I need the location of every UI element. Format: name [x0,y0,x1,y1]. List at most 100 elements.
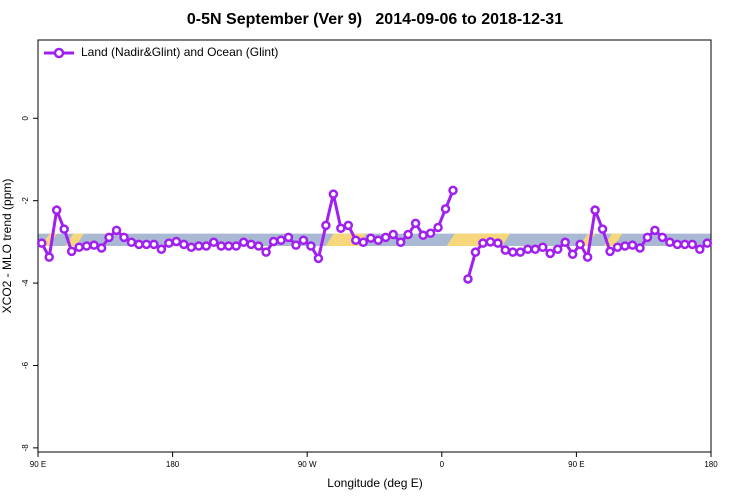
x-tick-label: 0 [440,460,445,469]
point [104,232,114,243]
point [515,247,526,257]
y-tick-label: -2 [21,197,30,205]
y-axis-title: XCO2 - MLO trend (ppm) [0,179,14,314]
point [74,242,84,252]
point [366,233,376,243]
point [567,249,578,259]
x-tick-label: 90 E [30,460,46,469]
x-tick-label: 90 E [568,460,584,469]
legend-marker [53,47,65,59]
x-tick-label: 90 W [298,460,317,469]
point [403,229,413,240]
point [680,239,690,250]
point [470,247,481,257]
point [538,242,548,252]
point [253,241,264,251]
point [418,230,428,241]
point [440,204,451,214]
point [493,238,503,248]
point [51,205,62,215]
point [36,238,47,248]
point [126,237,137,248]
point [238,237,249,248]
point [134,239,144,250]
point [612,242,623,252]
point [81,241,92,251]
point [291,240,301,250]
point [448,185,458,196]
point [650,225,660,236]
point [672,239,683,250]
point [298,235,309,245]
y-tick-label: -8 [21,444,30,452]
point [208,237,219,248]
point [164,238,174,248]
point [59,224,69,234]
point [478,238,488,248]
point [545,248,555,259]
point [575,239,585,250]
point [201,241,211,251]
point [695,244,705,255]
point [186,242,197,252]
point [597,224,608,234]
chart-title: 0-5N September (Ver 9) 2014-09-06 to 201… [187,11,563,28]
point [246,239,256,250]
point [552,244,563,255]
point [111,225,122,236]
point [380,232,391,243]
point [582,252,593,262]
point [373,235,383,245]
point [642,232,653,243]
point [321,220,331,231]
point [328,189,339,199]
point [44,252,54,262]
point [283,232,294,243]
point [231,241,241,251]
point [500,245,511,255]
point [388,229,398,240]
x-tick-label: 180 [166,460,180,469]
point [463,274,473,284]
y-tick-label: 0 [21,116,30,121]
point [425,228,436,238]
point [687,239,698,250]
point [343,220,354,231]
point [171,236,182,247]
point [89,240,99,250]
point [523,244,533,255]
point [530,244,541,255]
point [627,240,638,250]
point [268,236,279,247]
point [635,243,645,253]
legend-label: Land (Nadir&Glint) and Ocean (Glint) [81,45,278,59]
point [149,239,159,250]
point [433,222,443,233]
point [96,243,107,253]
y-tick-label: -6 [21,361,30,369]
point [351,235,361,245]
point [665,237,675,248]
x-tick-label: 180 [704,460,718,469]
point [223,241,234,251]
point [141,239,152,250]
point [702,238,713,248]
point [261,247,271,257]
point [605,246,615,257]
point [336,223,346,234]
point [156,244,167,255]
point [508,247,518,257]
point [306,241,316,251]
point [657,232,668,243]
point [66,246,77,257]
point [313,253,324,264]
point [485,237,496,247]
point [410,218,421,229]
point [560,237,570,248]
point [395,237,406,248]
point [179,239,189,250]
point [119,232,129,243]
point [358,237,369,248]
point [620,241,630,251]
